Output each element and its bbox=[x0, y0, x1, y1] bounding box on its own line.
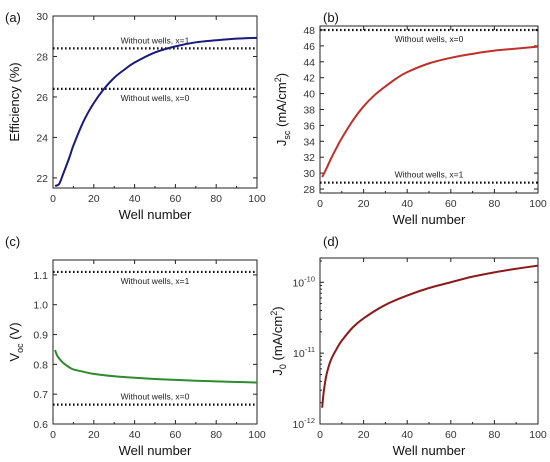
reference-annotation: Without wells, x=0 bbox=[121, 93, 190, 103]
x-tick-label: 80 bbox=[489, 429, 501, 441]
x-tick-label: 100 bbox=[529, 429, 547, 441]
x-tick-label: 80 bbox=[210, 429, 222, 441]
y-tick-label: 48 bbox=[303, 25, 315, 37]
x-tick-label: 80 bbox=[210, 193, 222, 205]
y-axis-label: Efficiency (%) bbox=[7, 62, 22, 141]
panel-3: 0 20 40 60 80 100 10-12 10-11 10-10 Well number J0… bbox=[269, 234, 547, 458]
y-axis-label: Voc (V) bbox=[7, 322, 25, 361]
y-tick-label: 22 bbox=[36, 173, 48, 185]
panel-label: (a) bbox=[5, 10, 21, 25]
panel-label: (c) bbox=[5, 234, 20, 249]
y-tick-label: 0.6 bbox=[33, 419, 48, 431]
x-tick-label: 0 bbox=[50, 193, 56, 205]
reference-annotation: Without wells, x=1 bbox=[395, 170, 464, 180]
plot-frame bbox=[319, 257, 539, 425]
x-tick-label: 40 bbox=[401, 198, 413, 210]
series-line bbox=[54, 36, 258, 187]
y-tick-label: 30 bbox=[36, 11, 48, 23]
y-tick-label: 10-11 bbox=[293, 345, 315, 360]
y-tick-label: 28 bbox=[36, 51, 48, 63]
y-tick-label: 38 bbox=[303, 105, 315, 117]
series-line bbox=[321, 264, 539, 408]
y-tick-label: 32 bbox=[303, 152, 315, 164]
y-tick-label: 1.1 bbox=[33, 270, 48, 282]
x-tick-label: 20 bbox=[358, 429, 370, 441]
plot-frame bbox=[319, 25, 539, 194]
y-tick-label: 36 bbox=[303, 120, 315, 132]
y-tick-label: 26 bbox=[36, 92, 48, 104]
x-tick-label: 20 bbox=[88, 193, 100, 205]
y-tick-label: 1.0 bbox=[33, 300, 48, 312]
reference-annotation: Without wells, x=0 bbox=[121, 392, 190, 402]
x-tick-label: 0 bbox=[317, 198, 323, 210]
x-tick-label: 0 bbox=[317, 429, 323, 441]
y-tick-label: 24 bbox=[36, 132, 48, 144]
y-axis-label: J0 (mA/cm2) bbox=[269, 306, 288, 375]
x-axis-label: Well number bbox=[393, 443, 466, 458]
y-tick-label: 34 bbox=[303, 136, 315, 148]
y-tick-label: 28 bbox=[303, 184, 315, 196]
x-tick-label: 80 bbox=[489, 198, 501, 210]
series-line bbox=[321, 45, 539, 178]
x-tick-label: 60 bbox=[170, 193, 182, 205]
y-tick-label: 30 bbox=[303, 168, 315, 180]
series-line bbox=[54, 349, 258, 384]
x-tick-label: 60 bbox=[170, 429, 182, 441]
x-axis-label: Well number bbox=[119, 443, 192, 458]
reference-annotation: Without wells, x=1 bbox=[121, 35, 190, 45]
y-tick-label: 0.8 bbox=[33, 359, 48, 371]
x-tick-label: 100 bbox=[529, 198, 547, 210]
y-tick-label: 42 bbox=[303, 73, 315, 85]
x-tick-label: 60 bbox=[445, 198, 457, 210]
x-tick-label: 100 bbox=[248, 429, 266, 441]
panel-2: 0 20 40 60 80 100 0.6 0.7 0.8 0.9 1.0 1.1 Well numbe… bbox=[5, 234, 266, 458]
y-tick-label: 40 bbox=[303, 89, 315, 101]
panel-label: (b) bbox=[323, 10, 339, 25]
y-tick-label: 10-12 bbox=[292, 416, 315, 431]
x-tick-label: 40 bbox=[401, 429, 413, 441]
panel-1: 0 20 40 60 80 100 28 30 32 34 36 38 40 42 44 46 48 Well n… bbox=[273, 10, 547, 227]
reference-annotation: Without wells, x=1 bbox=[121, 276, 190, 286]
panel-label: (d) bbox=[323, 234, 339, 249]
x-tick-label: 20 bbox=[88, 429, 100, 441]
y-tick-label: 10-10 bbox=[292, 274, 315, 289]
reference-annotation: Without wells, x=0 bbox=[395, 34, 464, 44]
y-axis-label: Jsc (mA/cm2) bbox=[273, 73, 292, 146]
y-tick-label: 0.9 bbox=[33, 330, 48, 342]
x-tick-label: 60 bbox=[445, 429, 457, 441]
x-tick-label: 40 bbox=[129, 193, 141, 205]
x-tick-label: 0 bbox=[50, 429, 56, 441]
y-tick-label: 0.7 bbox=[33, 389, 48, 401]
x-tick-label: 40 bbox=[129, 429, 141, 441]
y-tick-label: 46 bbox=[303, 41, 315, 53]
x-tick-label: 100 bbox=[248, 193, 266, 205]
x-axis-label: Well number bbox=[119, 207, 192, 222]
x-tick-label: 20 bbox=[358, 198, 370, 210]
y-tick-label: 44 bbox=[303, 57, 315, 69]
x-axis-label: Well number bbox=[393, 212, 466, 227]
panel-0: 0 20 40 60 80 100 22 24 26 28 30 Well number Efficie… bbox=[5, 10, 266, 222]
